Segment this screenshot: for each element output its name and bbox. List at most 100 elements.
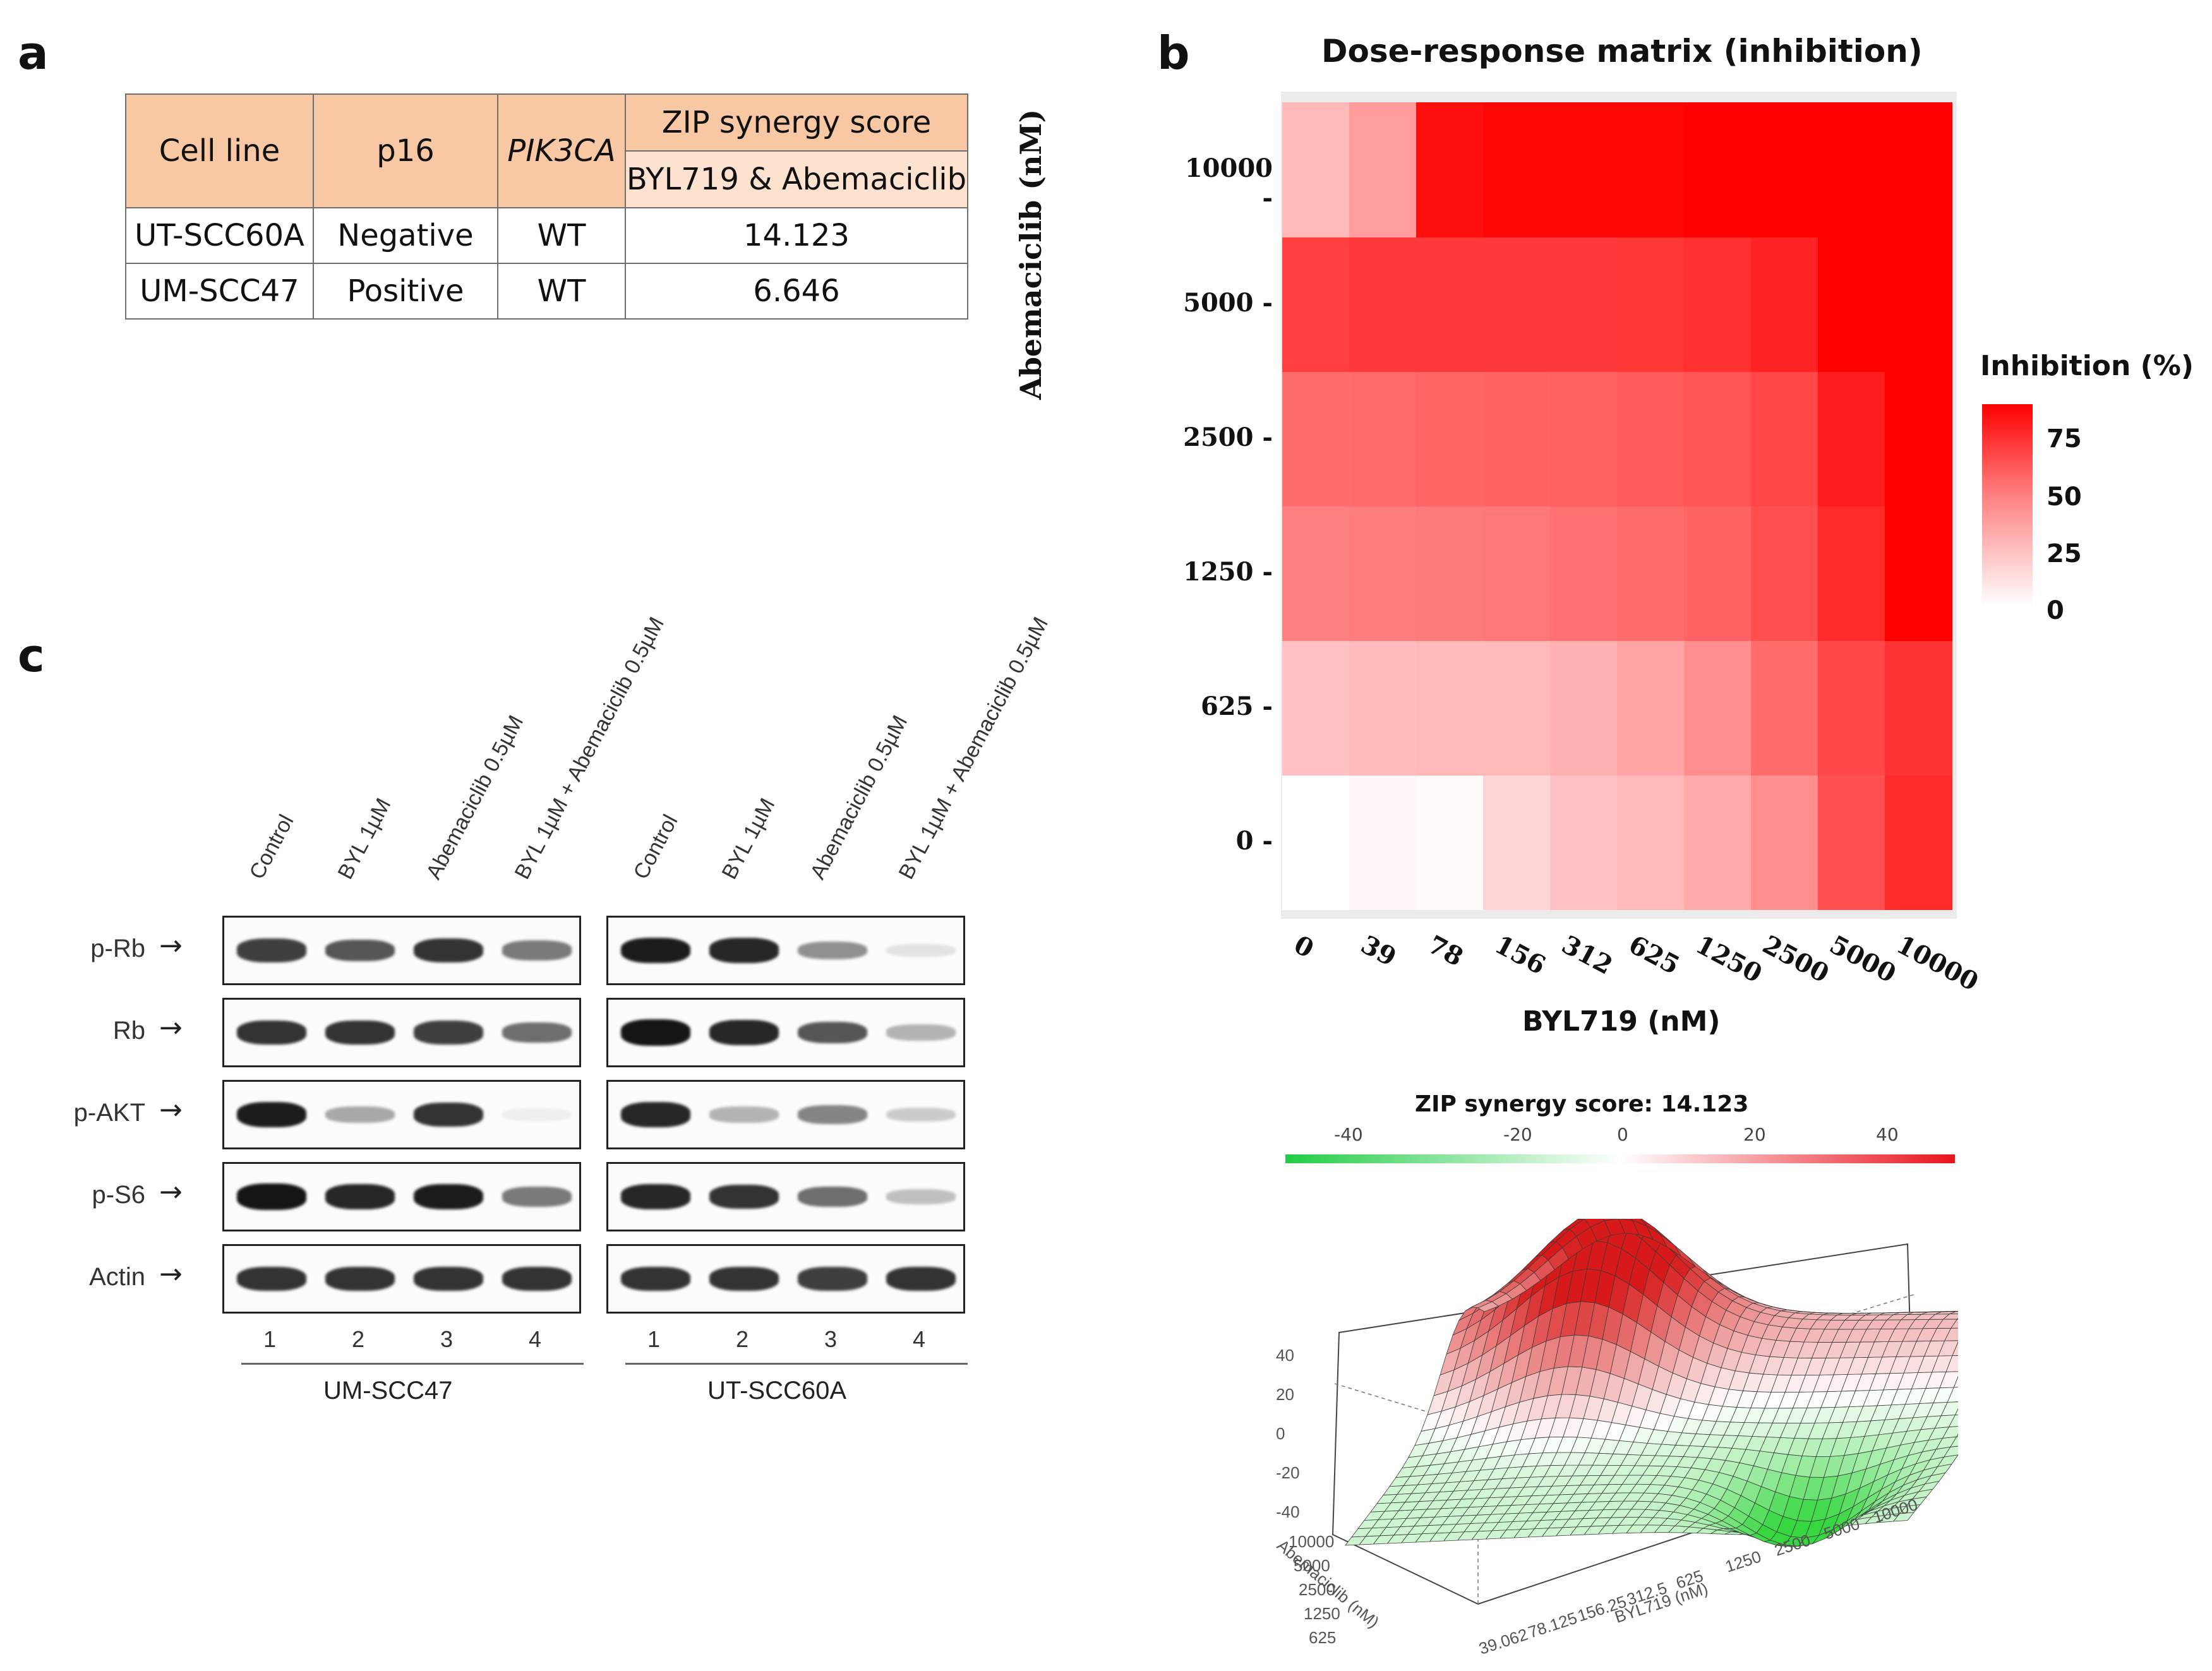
blot-band <box>886 1266 956 1291</box>
blot-band <box>798 941 867 960</box>
surface-mesh-cell <box>1956 1318 1958 1320</box>
blot-band <box>502 1266 572 1291</box>
surface-abe-tick: 1250 <box>1304 1604 1340 1623</box>
surface-mesh-cell <box>1942 1313 1958 1320</box>
surface-mesh-cell <box>1950 1319 1958 1329</box>
heatmap-cell <box>1349 640 1417 776</box>
blot-band <box>886 1189 956 1204</box>
surface-z-tick: 40 <box>1276 1346 1294 1365</box>
arrow-icon: → <box>159 1012 183 1044</box>
surface-mesh-cell <box>1953 1375 1958 1388</box>
surface-mesh-cell <box>1949 1311 1958 1314</box>
blot-band <box>621 1019 690 1046</box>
heatmap-cell <box>1349 371 1417 506</box>
heatmap-cell <box>1483 640 1551 776</box>
heatmap-cell <box>1751 640 1818 776</box>
heatmap-grid <box>1282 102 1952 910</box>
heatmap-y-tick: 5000 - <box>1183 287 1273 318</box>
header-cell-line: Cell line <box>125 93 314 208</box>
surface-byl-tick: 39.062 <box>1477 1625 1530 1658</box>
blot-band <box>414 1021 483 1045</box>
surface-mesh-cell <box>1948 1414 1958 1428</box>
heatmap-cell <box>1550 237 1618 372</box>
blot-band <box>414 1266 483 1291</box>
heatmap-cell <box>1416 102 1484 237</box>
blot-band <box>502 940 572 961</box>
legend-tick: 50 <box>2047 482 2082 512</box>
surface-mesh-cell <box>1940 1401 1958 1416</box>
lane-number: 2 <box>352 1326 365 1352</box>
heatmap-x-tick: 78 <box>1422 930 1469 973</box>
heatmap-cell <box>1416 371 1484 506</box>
heatmap-cell <box>1885 506 1952 641</box>
lane-number: 3 <box>824 1326 838 1352</box>
heatmap-cell <box>1751 371 1818 506</box>
blot-row-label: Actin <box>89 1263 145 1291</box>
heatmap-cell <box>1617 371 1685 506</box>
heatmap-cell <box>1483 102 1551 237</box>
surface-byl-tick: 78.125 <box>1526 1608 1580 1642</box>
cell-line-value: UT-SCC60A <box>125 207 314 264</box>
heatmap-cell <box>1550 640 1618 776</box>
cell-line-value: UM-SCC47 <box>125 263 314 320</box>
lane-label: BYL 1µM <box>333 794 396 883</box>
surface-z-tick: 20 <box>1276 1385 1294 1404</box>
lane-label: Abemaciclib 0.5µM <box>421 711 529 883</box>
heatmap-cell <box>1349 102 1417 237</box>
heatmap-x-label: BYL719 (nM) <box>1522 1005 1721 1038</box>
lane-label: Abemaciclib 0.5µM <box>805 711 913 883</box>
heatmap-cell <box>1684 371 1752 506</box>
blot-band <box>798 1186 867 1207</box>
blot-band <box>621 937 690 964</box>
heatmap-cell <box>1416 775 1484 910</box>
heatmap-y-tick: 0 - <box>1235 825 1273 856</box>
heatmap-title: Dose-response matrix (inhibition) <box>1321 33 1923 69</box>
surface-mesh-cell <box>1942 1310 1958 1312</box>
blot-band <box>798 1267 867 1291</box>
lane-number: 1 <box>647 1326 661 1352</box>
zip-colorbar-tick: 40 <box>1876 1124 1899 1145</box>
header-zip-score: ZIP synergy score <box>625 93 968 152</box>
heatmap-cell <box>1818 775 1885 910</box>
heatmap-cell <box>1483 371 1551 506</box>
arrow-icon: → <box>159 930 183 962</box>
heatmap-cell <box>1416 640 1484 776</box>
heatmap-cell <box>1684 237 1752 372</box>
header-pik3ca: PIK3CA <box>497 93 626 208</box>
heatmap-cell <box>1818 237 1885 372</box>
blot-band <box>709 938 779 963</box>
blot-panel <box>606 1080 965 1149</box>
heatmap-cell <box>1818 371 1885 506</box>
table-row: UM-SCC47 Positive WT 6.646 <box>125 263 968 320</box>
blot-band <box>621 1266 690 1291</box>
arrow-icon: → <box>159 1094 183 1126</box>
blot-band <box>798 1021 867 1044</box>
heatmap-x-tick: 39 <box>1355 930 1402 973</box>
surface-byl-tick: 1250 <box>1723 1547 1764 1576</box>
heatmap-cell <box>1751 506 1818 641</box>
surface-mesh-cell <box>1954 1408 1958 1415</box>
surface-mesh-cell <box>1944 1327 1958 1341</box>
blot-band <box>709 1266 779 1291</box>
heatmap-x-tick: 10000 <box>1891 930 1983 997</box>
blot-row-label: p-S6 <box>92 1181 146 1209</box>
blot-band <box>414 1183 483 1210</box>
surface-abe-tick: 10000 <box>1289 1532 1334 1551</box>
blot-panel <box>606 1244 965 1314</box>
header-combo: BYL719 & Abemaciclib <box>625 150 968 208</box>
heatmap-cell <box>1282 102 1350 237</box>
heatmap-cell <box>1282 506 1350 641</box>
heatmap-x-tick: 2500 <box>1757 930 1834 989</box>
heatmap-cell <box>1349 775 1417 910</box>
cell-line-underline <box>241 1363 584 1365</box>
lane-number: 3 <box>440 1326 454 1352</box>
surface-z-tick: 0 <box>1276 1424 1285 1443</box>
surface-box-edge <box>1332 1382 1479 1428</box>
heatmap-x-tick: 1250 <box>1690 930 1767 989</box>
blot-panel <box>222 1244 581 1314</box>
lane-label: BYL 1µM + Abemaciclib 0.5µM <box>894 613 1053 883</box>
blot-panel <box>222 1080 581 1149</box>
blot-band <box>886 1107 956 1122</box>
heatmap-cell <box>1483 237 1551 372</box>
heatmap-cell <box>1550 102 1618 237</box>
